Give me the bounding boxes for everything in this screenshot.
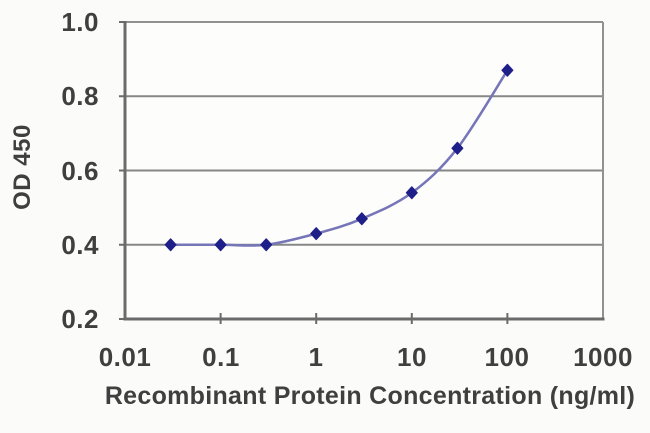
data-point-marker <box>310 227 323 241</box>
y-tick-label: 1.0 <box>61 7 99 37</box>
data-point-marker <box>355 212 368 226</box>
data-point-marker <box>214 238 227 252</box>
data-point-marker <box>405 186 418 200</box>
y-tick-label: 0.4 <box>61 230 99 260</box>
x-tick-label: 0.1 <box>202 342 240 372</box>
data-point-marker <box>451 141 464 155</box>
x-tick-label: 1 <box>308 342 324 372</box>
x-tick-label: 0.01 <box>98 342 152 372</box>
y-tick-label: 0.8 <box>61 81 99 111</box>
x-axis-title: Recombinant Protein Concentration (ng/ml… <box>104 382 636 410</box>
y-tick-label: 0.6 <box>61 156 99 186</box>
data-point-marker <box>164 238 177 252</box>
data-point-marker <box>501 63 514 77</box>
x-tick-label: 100 <box>484 342 530 372</box>
data-point-marker <box>260 238 273 252</box>
x-tick-label: 1000 <box>573 342 633 372</box>
y-tick-label: 0.2 <box>61 304 99 334</box>
x-tick-label: 10 <box>397 342 427 372</box>
